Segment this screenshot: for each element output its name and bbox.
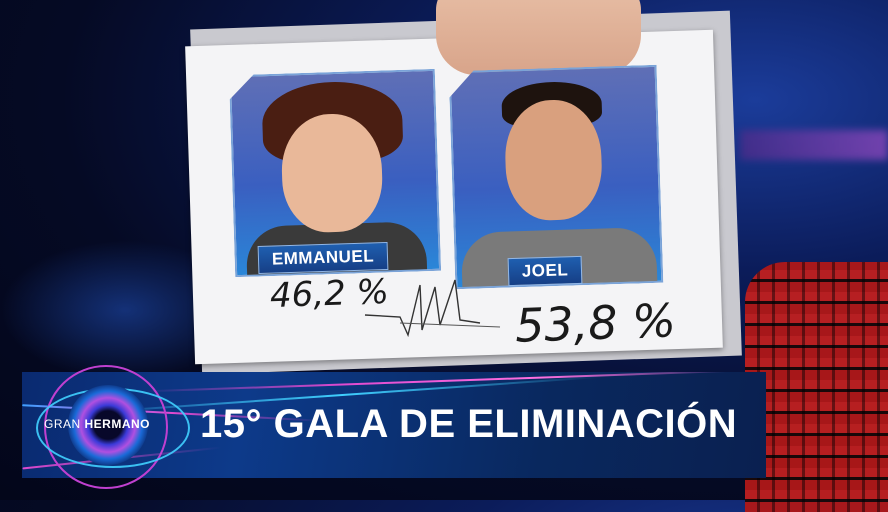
banner-title: 15° GALA DE ELIMINACIÓN	[200, 402, 738, 446]
hand	[436, 0, 641, 75]
name-label-emmanuel: EMMANUEL	[257, 241, 389, 275]
percentage-joel: 53,8 %	[514, 293, 677, 353]
signature	[364, 279, 501, 338]
name-label-joel: JOEL	[507, 255, 583, 287]
stage-light	[740, 130, 888, 160]
logo-word-gran: GRAN	[44, 417, 81, 431]
gran-hermano-logo: GRAN HERMANO	[44, 417, 150, 431]
logo-word-hermano: HERMANO	[84, 417, 151, 431]
plaid-shirt	[745, 262, 888, 512]
gran-hermano-logo-iris	[68, 385, 148, 465]
candidate-photo-joel	[449, 65, 664, 289]
